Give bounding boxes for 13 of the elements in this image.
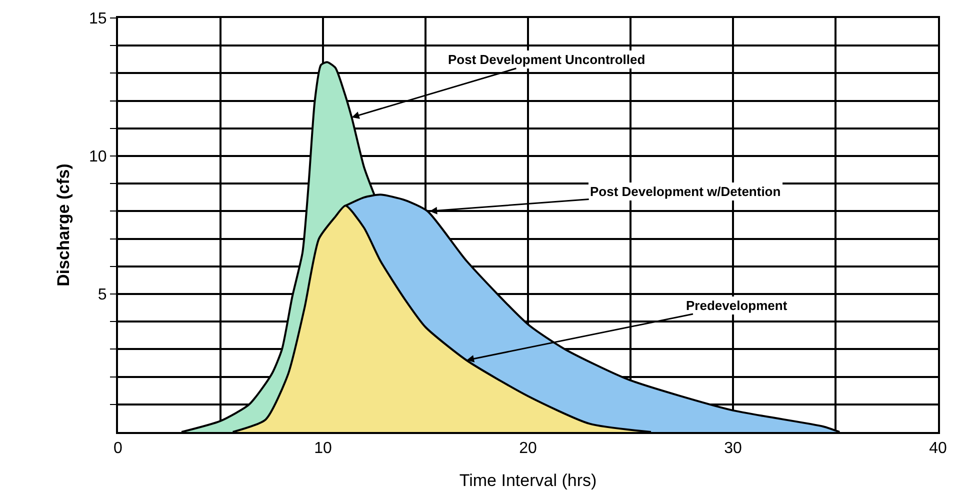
x-tick-label: 20 [519,440,537,458]
x-tick-label: 0 [114,440,123,458]
annotation: Predevelopment [686,298,788,313]
x-tick-label: 30 [724,440,742,458]
x-tick-label: 40 [929,440,947,458]
y-tick-label: 5 [98,286,107,304]
x-tick-label: 10 [314,440,332,458]
y-tick-label: 10 [89,148,107,166]
x-axis-title: Time Interval (hrs) [459,471,597,490]
y-axis-title: Discharge (cfs) [54,164,74,286]
annotation: Post Development Uncontrolled [448,52,646,67]
y-tick-label: 15 [89,10,107,28]
annotation: Post Development w/Detention [590,184,781,199]
